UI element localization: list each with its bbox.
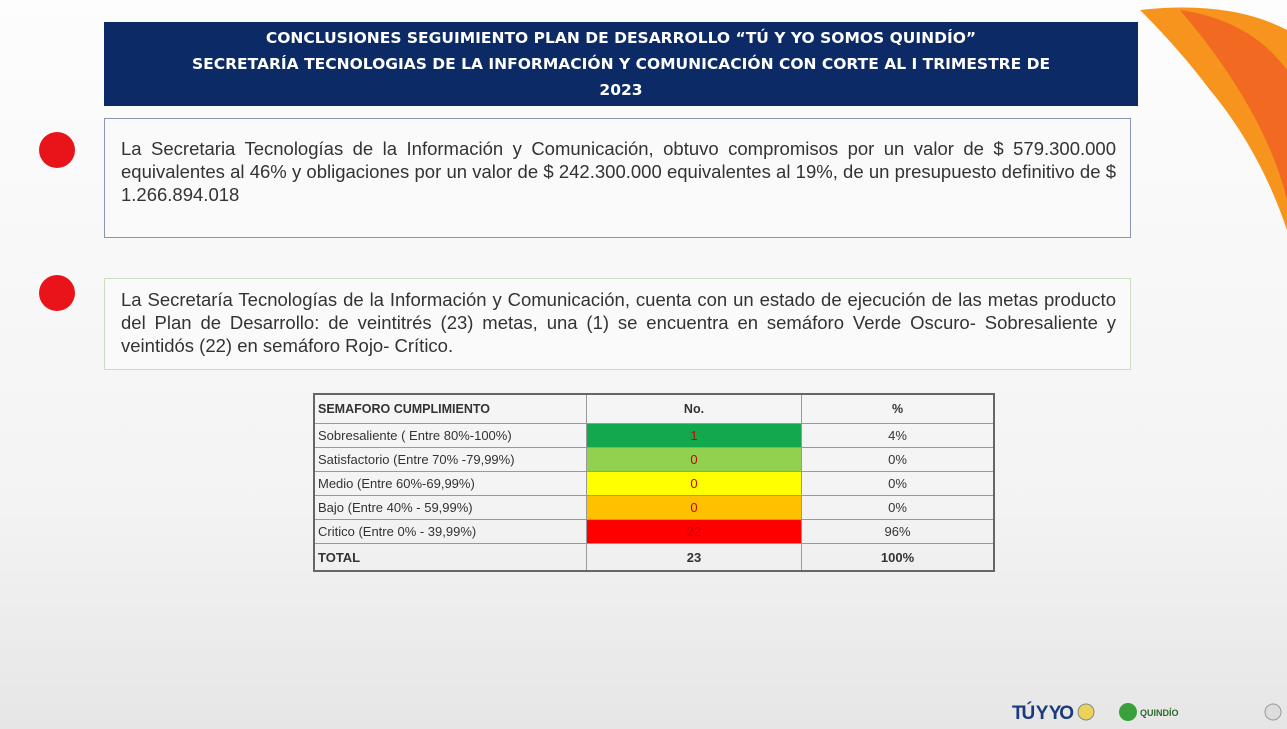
logo-icon: [1264, 703, 1282, 721]
cell: 96%: [801, 519, 995, 544]
header: CONCLUSIONES SEGUIMIENTO PLAN DE DESARRO…: [104, 22, 1138, 106]
cell: Medio (Entre 60%-69,99%): [313, 471, 587, 496]
cell: 0: [586, 471, 802, 496]
title-line: 2023: [599, 81, 643, 99]
cell: 0: [586, 495, 802, 520]
logo-icon: [1077, 703, 1095, 721]
cell: 22: [586, 519, 802, 544]
cell: Sobresaliente ( Entre 80%-100%): [313, 423, 587, 448]
cell: Critico (Entre 0% - 39,99%): [313, 519, 587, 544]
logo-text: QUINDÍO: [1140, 708, 1179, 718]
logo-text: TÚ Y YO: [1012, 702, 1074, 724]
cell: 0%: [801, 471, 995, 496]
table-row: Sobresaliente ( Entre 80%-100%) 1 4%: [313, 423, 995, 448]
cell: 0: [586, 447, 802, 472]
orange-swirl-dark: [1180, 10, 1287, 200]
table-row: Satisfactorio (Entre 70% -79,99%) 0 0%: [313, 447, 995, 472]
header-cell: SEMAFORO CUMPLIMIENTO: [313, 393, 587, 424]
header-cell: %: [801, 393, 995, 424]
table: SEMAFORO CUMPLIMIENTO No. % Sobresalient…: [313, 393, 995, 572]
cell: 23: [586, 543, 802, 572]
table-row: Critico (Entre 0% - 39,99%) 22 96%: [313, 519, 995, 544]
table-row: Medio (Entre 60%-69,99%) 0 0%: [313, 471, 995, 496]
table-header: SEMAFORO CUMPLIMIENTO No. %: [313, 393, 995, 424]
cell: Bajo (Entre 40% - 59,99%): [313, 495, 587, 520]
table-total: TOTAL 23 100%: [313, 543, 995, 572]
cell: 1: [586, 423, 802, 448]
cell: 0%: [801, 447, 995, 472]
text-box: La Secretaría Tecnologías de la Informac…: [104, 278, 1131, 370]
bullet-dot: [39, 132, 75, 168]
text-box: La Secretaria Tecnologías de la Informac…: [104, 118, 1131, 238]
cell: Satisfactorio (Entre 70% -79,99%): [313, 447, 587, 472]
table-row: Bajo (Entre 40% - 59,99%) 0 0%: [313, 495, 995, 520]
cell: 4%: [801, 423, 995, 448]
title-line: SECRETARÍA TECNOLOGIAS DE LA INFORMACIÓN…: [191, 55, 1051, 73]
header-cell: No.: [586, 393, 802, 424]
paragraph: La Secretaría Tecnologías de la Informac…: [121, 289, 1116, 356]
cell: 100%: [801, 543, 995, 572]
title-line: CONCLUSIONES SEGUIMIENTO PLAN DE DESARRO…: [265, 29, 977, 47]
paragraph: La Secretaria Tecnologías de la Informac…: [121, 138, 1116, 205]
cell: 0%: [801, 495, 995, 520]
logo-icon: [1119, 703, 1137, 721]
cell: TOTAL: [313, 543, 587, 572]
bullet-dot: [39, 275, 75, 311]
